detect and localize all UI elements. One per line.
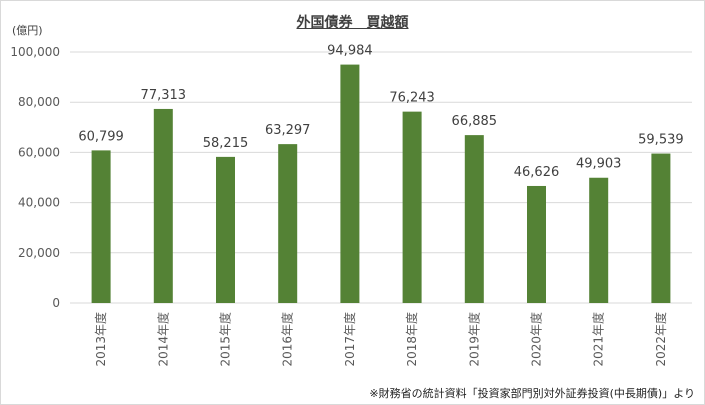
bar-2019年度 [464, 135, 484, 303]
bars [91, 64, 671, 304]
bar-2020年度 [527, 185, 546, 303]
x-tick-label: 2013年度 [93, 312, 108, 367]
bar-2022年度 [651, 153, 671, 303]
bar-2018年度 [402, 111, 422, 304]
y-tick-label: 20,000 [18, 246, 60, 260]
bar-2013年度 [91, 150, 111, 303]
bar-2017年度 [340, 64, 360, 304]
y-axis-unit-label: (億円) [12, 24, 43, 37]
x-tick-label: 2020年度 [529, 312, 544, 367]
data-label: 58,215 [203, 136, 249, 151]
chart-title: 外国債券 買越額 [296, 15, 409, 31]
source-note: ※財務省の統計資料「投資家部門別対外証券投資(中長期債)」より [369, 387, 695, 400]
data-label: 49,903 [576, 157, 622, 172]
bar-2021年度 [589, 177, 609, 303]
x-tick-label: 2014年度 [155, 312, 170, 367]
y-tick-label: 40,000 [18, 196, 60, 210]
data-label: 63,297 [265, 123, 311, 138]
x-tick-label: 2017年度 [342, 312, 357, 367]
data-label: 77,313 [141, 88, 187, 103]
y-tick-label: 0 [52, 296, 60, 310]
data-labels: 60,799 77,313 58,215 63,297 94,984 76,243 66,8… [78, 44, 683, 180]
x-tick-label: 2019年度 [466, 312, 481, 367]
bar-2015年度 [216, 156, 235, 303]
bar-2016年度 [278, 144, 298, 303]
gridlines [70, 51, 692, 304]
y-tick-label: 80,000 [18, 95, 60, 109]
x-axis-ticks: 2013年度 2014年度 2015年度 2016年度 2017年度 2018年度 2019… [93, 312, 668, 367]
x-tick-label: 2016年度 [280, 312, 295, 367]
x-tick-label: 2015年度 [218, 312, 233, 367]
y-axis-ticks: 0 20,000 40,000 60,000 80,000 100,000 [10, 45, 60, 310]
data-label: 94,984 [327, 44, 373, 59]
data-label: 60,799 [78, 129, 124, 144]
data-label: 59,539 [638, 133, 684, 148]
data-label: 66,885 [452, 114, 498, 129]
x-tick-label: 2018年度 [404, 312, 419, 367]
data-label: 76,243 [389, 91, 435, 106]
x-tick-label: 2022年度 [653, 312, 668, 367]
bar-2014年度 [153, 108, 173, 303]
y-tick-label: 100,000 [10, 45, 60, 59]
y-tick-label: 60,000 [18, 145, 60, 159]
x-tick-label: 2021年度 [591, 312, 606, 367]
data-label: 46,626 [514, 165, 560, 180]
